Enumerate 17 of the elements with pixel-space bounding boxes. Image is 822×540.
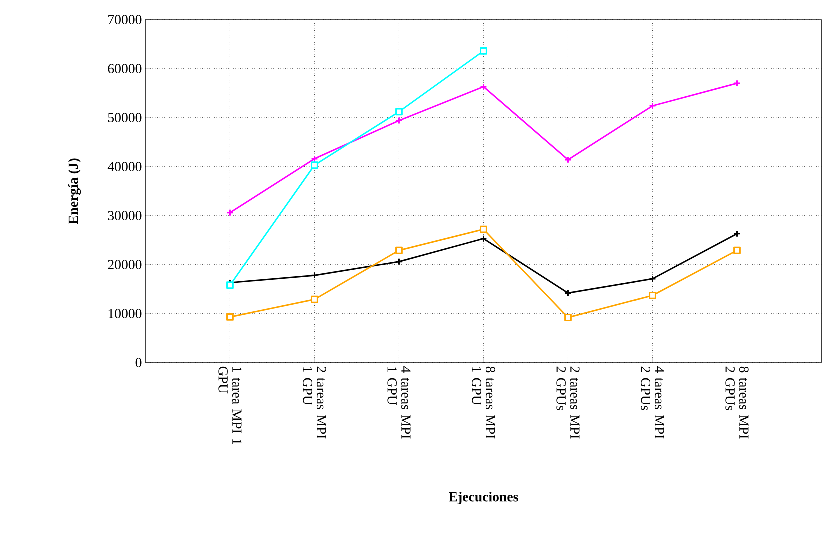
y-tick-label: 40000 xyxy=(108,162,142,172)
y-tick-label: 20000 xyxy=(108,260,142,270)
x-tick-label: 8 tareas MPI 1 GPU xyxy=(472,366,496,439)
x-tick-label: 1 tarea MPI 1 GPU xyxy=(218,366,242,444)
x-tick-label: 8 tareas MPI 2 GPUs xyxy=(726,366,749,439)
x-tick-label: 2 tareas MPI 1 GPU xyxy=(303,366,326,439)
y-tick-label: 10000 xyxy=(108,309,142,318)
x-tick-label: 4 tareas MPI 2 GPUs xyxy=(641,366,664,439)
y-tick-label: 50000 xyxy=(108,113,142,122)
x-tick-label: 2 tareas MPI 2 GPUs xyxy=(556,366,580,439)
x-tick-label: 4 tareas MPI 1 GPU xyxy=(388,366,411,439)
y-tick-label: 60000 xyxy=(108,64,142,74)
y-tick-label: 0 xyxy=(136,358,142,368)
y-tick-label: 30000 xyxy=(108,211,142,220)
x-axis-title: Ejecuciones xyxy=(449,492,518,504)
y-axis-title: Energía (J) xyxy=(68,158,82,224)
y-tick-label: 70000 xyxy=(108,15,142,24)
